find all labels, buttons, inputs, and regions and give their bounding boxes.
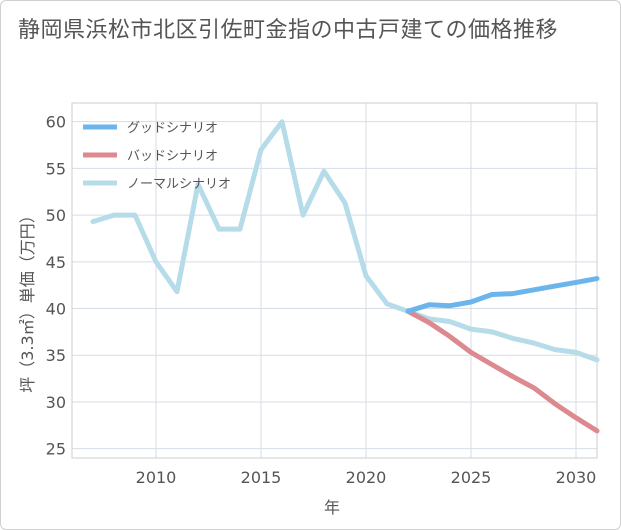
y-tick-label: 25 [46, 440, 66, 459]
y-tick-label: 40 [46, 300, 66, 319]
y-tick-label: 45 [46, 253, 66, 272]
x-tick-label: 2015 [241, 468, 282, 487]
y-tick-label: 50 [46, 206, 66, 225]
series-line [405, 276, 600, 314]
y-tick-label: 30 [46, 393, 66, 412]
legend-label: ノーマルシナリオ [127, 177, 231, 192]
series-line [90, 119, 600, 363]
y-tick-label: 35 [46, 346, 66, 365]
y-tick-label: 60 [46, 113, 66, 132]
legend-label: バッドシナリオ [127, 149, 218, 164]
x-tick-label: 2020 [346, 468, 387, 487]
series-line [405, 308, 600, 434]
tick-labels: 25 30 35 40 45 50 55 60 2010 2015 2020 2025 2030 [46, 113, 597, 487]
legend-label: グッドシナリオ [127, 121, 218, 136]
x-tick-label: 2025 [451, 468, 492, 487]
chart-title: 静岡県浜松市北区引佐町金指の中古戸建ての価格推移 [18, 18, 559, 43]
x-tick-label: 2010 [136, 468, 177, 487]
grid [72, 103, 597, 458]
y-axis-label: 坪（3.3㎡）単価（万円） [18, 207, 37, 392]
series-lines [90, 119, 600, 434]
y-tick-label: 55 [46, 159, 66, 178]
x-tick-label: 2030 [556, 468, 597, 487]
x-axis-label: 年 [324, 498, 340, 517]
